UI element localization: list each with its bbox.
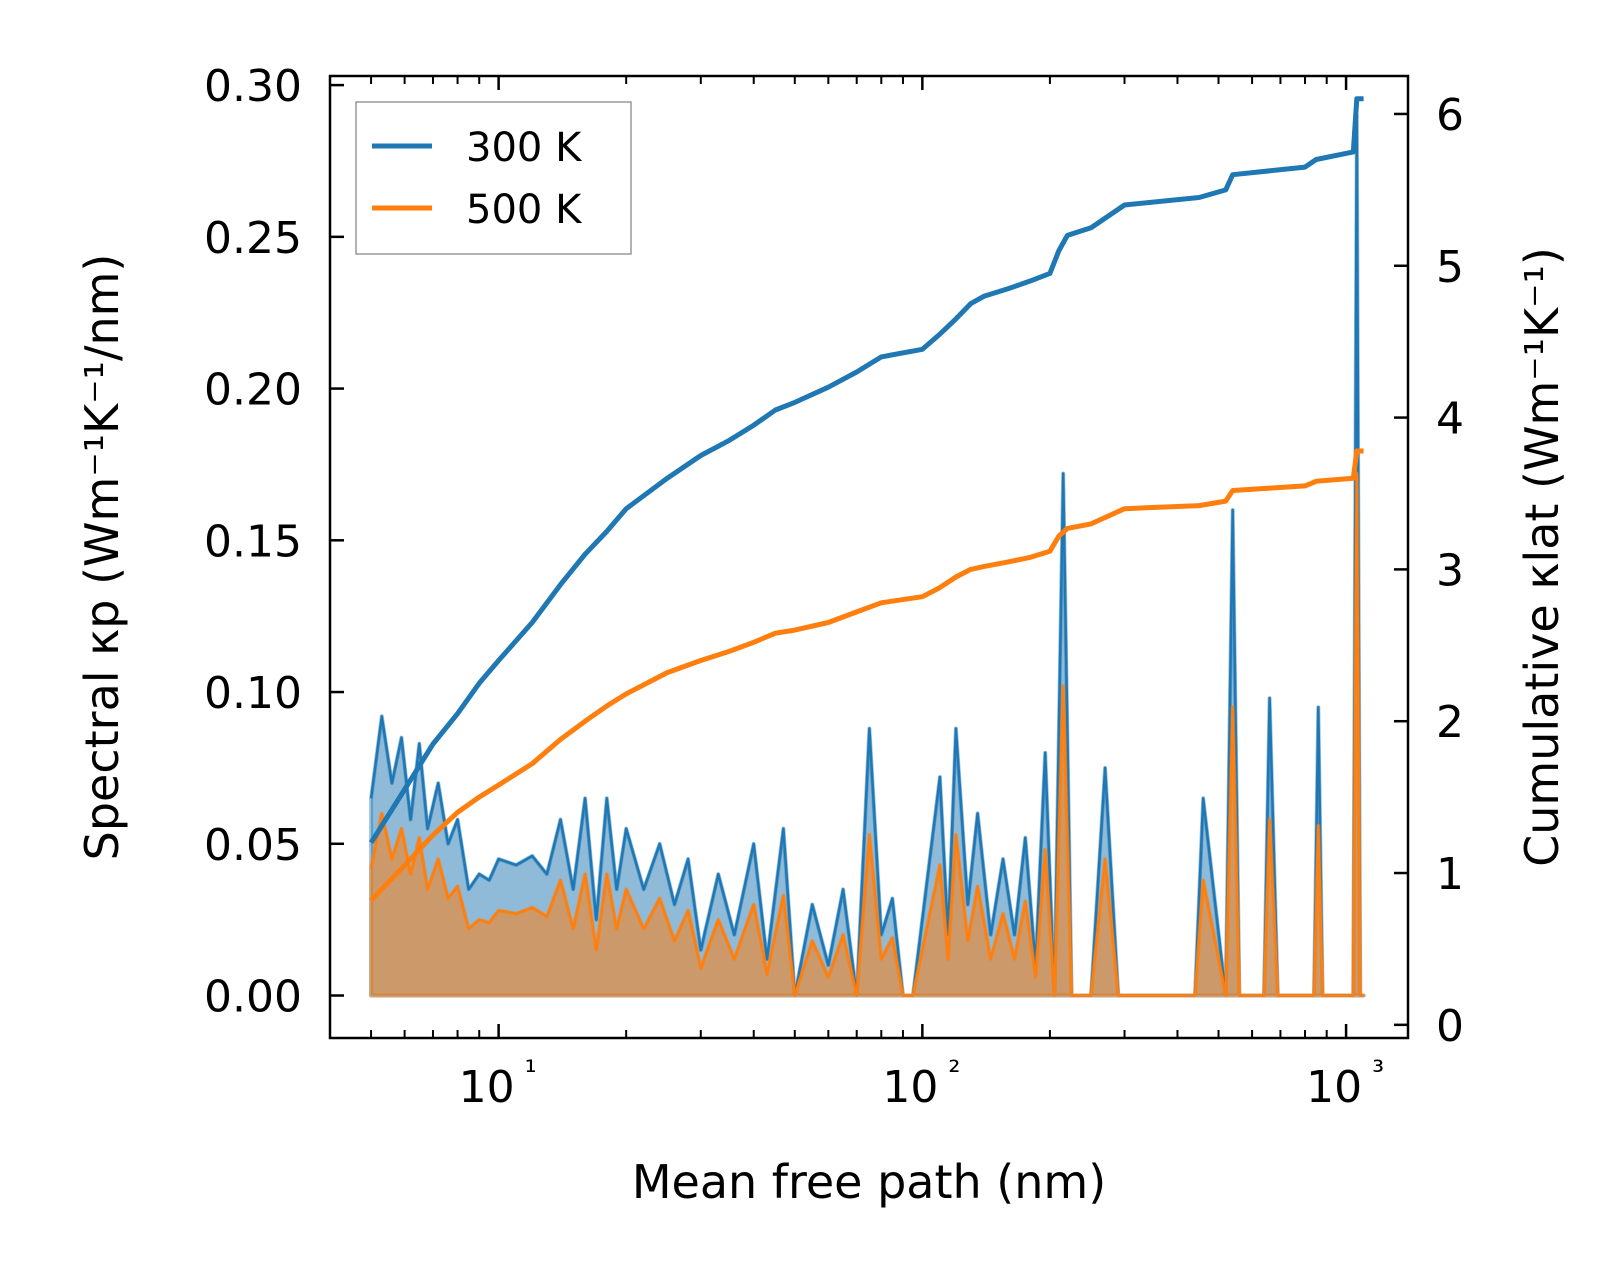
y-tick-label-left: 0.15	[204, 516, 302, 567]
legend-label-500k: 500 K	[466, 187, 583, 233]
x-tick-label: 10	[1306, 1062, 1362, 1113]
plot-frame	[328, 74, 1410, 1040]
axes-ticks-layer: 10 ¹ 10 ² 10 ³ 0.00 0.05 0.10 0.15 0.20 0.25 0.30 0 1 2…	[204, 61, 1464, 1113]
x-axis-label: Mean free path (nm)	[632, 1155, 1106, 1209]
y-tick-label-right: 6	[1436, 90, 1464, 141]
y-tick-label-right: 5	[1436, 242, 1464, 293]
y-tick-label-left: 0.10	[204, 668, 302, 719]
plot-series-layer	[368, 96, 1366, 998]
series-line-500-k-spectral	[369, 472, 1364, 997]
y-axis-label-left: Spectral κp (Wm⁻¹K⁻¹/nm)	[75, 254, 129, 861]
y-tick-label-left: 0.30	[204, 61, 302, 112]
y-tick-label-left: 0.00	[204, 972, 302, 1023]
y-tick-label-right: 0	[1436, 1001, 1464, 1052]
y-tick-label-right: 1	[1436, 849, 1464, 900]
y-axis-label-right: Cumulative κlat (Wm⁻¹K⁻¹)	[1515, 247, 1569, 867]
legend-label-300k: 300 K	[466, 125, 583, 171]
legend-box	[355, 101, 632, 255]
x-tick-label: 10	[459, 1062, 515, 1113]
x-tick-label-exponent: ³	[1372, 1055, 1384, 1090]
x-tick-label-exponent: ²	[948, 1055, 960, 1090]
x-tick-label-exponent: ¹	[525, 1055, 537, 1090]
y-tick-label-right: 2	[1436, 697, 1464, 748]
y-tick-label-left: 0.05	[204, 820, 302, 871]
legend: 300 K 500 K	[355, 101, 632, 255]
y-tick-label-right: 3	[1436, 545, 1464, 596]
x-tick-label: 10	[882, 1062, 938, 1113]
cumulative-line-300-k	[368, 96, 1364, 845]
y-tick-label-left: 0.20	[204, 365, 302, 416]
y-tick-label-left: 0.25	[204, 213, 302, 264]
y-tick-label-right: 4	[1436, 394, 1464, 445]
cumulative-line-500-k	[369, 448, 1364, 903]
